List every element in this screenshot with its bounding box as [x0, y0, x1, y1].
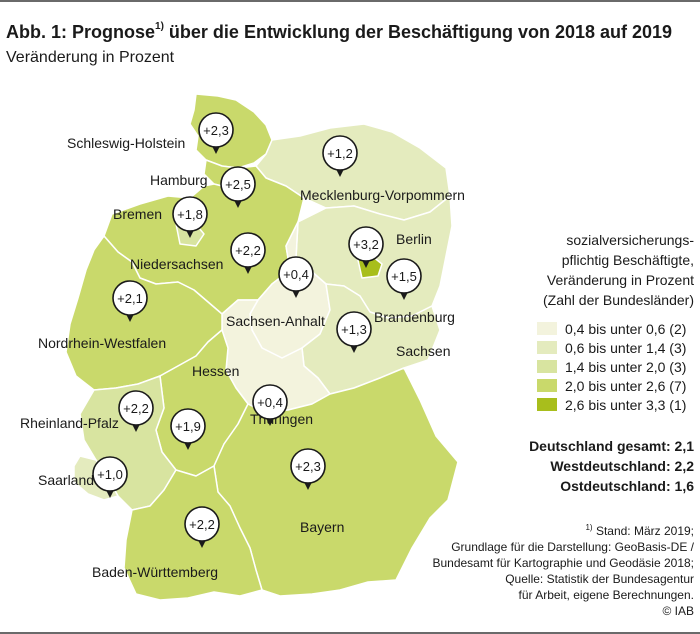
pin-value: +1,0 — [97, 467, 123, 482]
legend-item: 0,6 bis unter 1,4 (3) — [537, 338, 686, 357]
source-note: 1) Stand: März 2019; Grundlage für die D… — [432, 523, 694, 618]
label-baden-wuerttemberg: Baden-Württemberg — [92, 564, 218, 580]
value-pin: +0,4 — [252, 384, 288, 426]
pin-circle — [92, 456, 128, 492]
label-brandenburg: Brandenburg — [374, 309, 455, 325]
value-pin: +2,3 — [198, 112, 234, 154]
label-saarland: Saarland — [38, 472, 94, 488]
legend-swatch — [537, 341, 557, 354]
total-east: Ostdeutschland: 1,6 — [560, 478, 694, 494]
label-hessen: Hessen — [192, 363, 239, 379]
pin-circle — [290, 448, 326, 484]
pin-circle — [336, 311, 372, 347]
pin-value: +2,5 — [225, 177, 251, 192]
label-niedersachsen: Niedersachsen — [130, 256, 223, 272]
pin-value: +0,4 — [283, 267, 309, 282]
legend: 0,4 bis unter 0,6 (2) 0,6 bis unter 1,4 … — [537, 319, 686, 414]
legend-swatch — [537, 360, 557, 373]
pin-value: +1,2 — [327, 146, 353, 161]
pin-circle — [172, 196, 208, 232]
pin-value: +1,9 — [175, 419, 201, 434]
figure-subtitle: Veränderung in Prozent — [6, 49, 175, 66]
pin-circle — [170, 408, 206, 444]
pin-value: +1,8 — [177, 207, 203, 222]
legend-item: 0,4 bis unter 0,6 (2) — [537, 319, 686, 338]
value-pin: +1,0 — [92, 456, 128, 498]
label-nordrhein-westfalen: Nordrhein-Westfalen — [38, 335, 166, 351]
figure-title: Abb. 1: Prognose1) über die Entwicklung … — [6, 21, 673, 42]
value-pin: +1,9 — [170, 408, 206, 450]
legend-swatch — [537, 322, 557, 335]
value-pin: +2,3 — [290, 448, 326, 490]
title-footnote-mark: 1) — [155, 21, 164, 32]
legend-item: 1,4 bis unter 2,0 (3) — [537, 357, 686, 376]
legend-swatch — [537, 379, 557, 392]
pin-value: +1,5 — [391, 269, 417, 284]
pin-value: +2,1 — [117, 291, 143, 306]
pin-circle — [220, 166, 256, 202]
value-pin: +2,2 — [118, 390, 154, 432]
value-pin: +1,8 — [172, 196, 208, 238]
total-west: Westdeutschland: 2,2 — [550, 458, 694, 474]
pin-value: +0,4 — [257, 395, 283, 410]
bottom-rule — [0, 632, 700, 634]
pin-circle — [118, 390, 154, 426]
value-pin: +1,3 — [336, 311, 372, 353]
pin-value: +2,3 — [203, 123, 229, 138]
pin-circle — [278, 256, 314, 292]
pin-value: +2,2 — [235, 243, 261, 258]
pin-value: +1,3 — [341, 322, 367, 337]
value-pin: +3,2 — [348, 226, 384, 268]
label-sachsen: Sachsen — [396, 343, 450, 359]
label-hamburg: Hamburg — [150, 172, 208, 188]
pin-circle — [386, 258, 422, 294]
legend-item: 2,6 bis unter 3,3 (1) — [537, 395, 686, 414]
pin-value: +2,2 — [123, 401, 149, 416]
value-pin: +2,2 — [184, 506, 220, 548]
pin-circle — [252, 384, 288, 420]
value-pin: +1,5 — [386, 258, 422, 300]
value-pin: +1,2 — [322, 135, 358, 177]
pin-circle — [184, 506, 220, 542]
label-rheinland-pfalz: Rheinland-Pfalz — [20, 415, 119, 431]
value-pin: +0,4 — [278, 256, 314, 298]
label-sachsen-anhalt: Sachsen-Anhalt — [226, 313, 325, 329]
label-mecklenburg-vorpommern: Mecklenburg-Vorpommern — [300, 187, 465, 203]
legend-heading: sozialversicherungs- pflichtig Beschäfti… — [543, 232, 694, 308]
label-bremen: Bremen — [113, 206, 162, 222]
label-bayern: Bayern — [300, 519, 344, 535]
total-germany: Deutschland gesamt: 2,1 — [529, 438, 694, 454]
pin-value: +2,3 — [295, 459, 321, 474]
legend-swatch — [537, 398, 557, 411]
pin-circle — [322, 135, 358, 171]
legend-item: 2,0 bis unter 2,6 (7) — [537, 376, 686, 395]
value-pin: +2,1 — [112, 280, 148, 322]
pin-value: +2,2 — [189, 517, 215, 532]
pin-value: +3,2 — [353, 237, 379, 252]
value-pin: +2,5 — [220, 166, 256, 208]
label-berlin: Berlin — [396, 231, 432, 247]
pin-circle — [198, 112, 234, 148]
pin-circle — [230, 232, 266, 268]
top-rule — [0, 0, 700, 2]
pin-circle — [112, 280, 148, 316]
pin-circle — [348, 226, 384, 262]
value-pin: +2,2 — [230, 232, 266, 274]
label-schleswig-holstein: Schleswig-Holstein — [67, 135, 185, 151]
totals: Deutschland gesamt: 2,1 Westdeutschland:… — [529, 436, 694, 496]
